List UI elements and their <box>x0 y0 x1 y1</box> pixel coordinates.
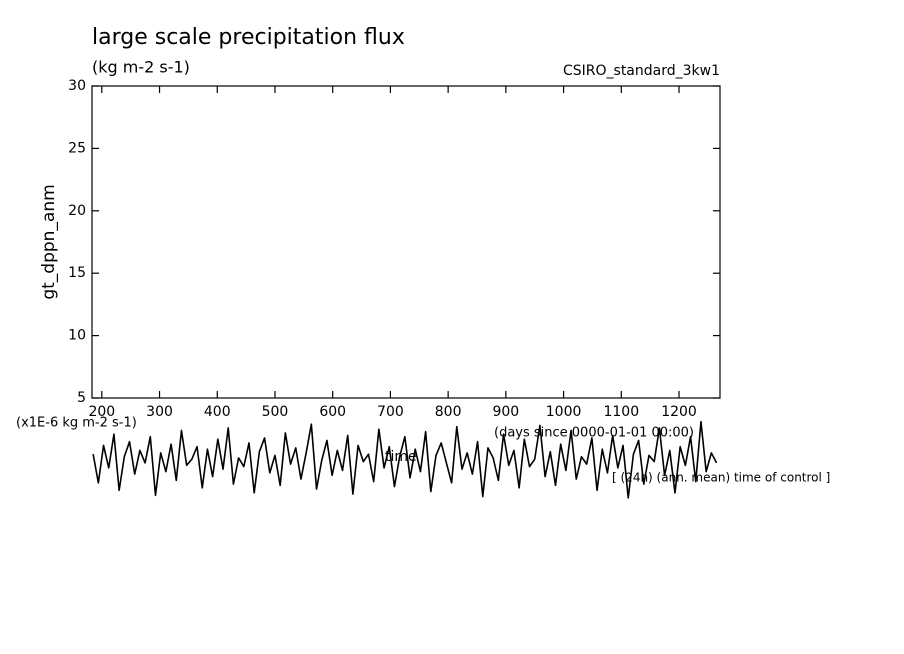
chart-title: large scale precipitation flux <box>92 25 405 50</box>
x-axis-label: time <box>385 449 417 465</box>
plot-frame <box>91 85 721 399</box>
y-tick-label: 10 <box>68 328 86 344</box>
y-tick-label: 25 <box>68 140 86 156</box>
run-label: CSIRO_standard_3kw1 <box>563 63 720 79</box>
x-tick-label: 900 <box>492 404 519 420</box>
annotation: [ (24h) (ann. mean) time of control ] <box>612 471 830 485</box>
x-tick-label: 400 <box>204 404 231 420</box>
y-tick-label: 20 <box>68 203 86 219</box>
x-tick-label: 800 <box>435 404 462 420</box>
x-tick-label: 500 <box>262 404 289 420</box>
x-tick-label: 1200 <box>661 404 697 420</box>
y-tick-label: 15 <box>68 265 86 281</box>
x-tick-label: 200 <box>88 404 115 420</box>
x-tick-label: 1000 <box>546 404 582 420</box>
x-tick-label: 700 <box>377 404 404 420</box>
x-tick-label: 300 <box>146 404 173 420</box>
y-tick-label: 5 <box>77 390 86 406</box>
chart-subtitle: (kg m-2 s-1) <box>92 58 190 77</box>
x-tick-label: 1100 <box>603 404 639 420</box>
data-line <box>92 420 718 499</box>
y-tick-label: 30 <box>68 78 86 94</box>
y-axis-label: gt_dppn_anm <box>39 184 59 299</box>
value-unit-label: (x1E-6 kg m-2 s-1) <box>16 416 137 431</box>
x-tick-label: 600 <box>319 404 346 420</box>
x-unit-label: (days since 0000-01-01 00:00) <box>494 426 694 441</box>
